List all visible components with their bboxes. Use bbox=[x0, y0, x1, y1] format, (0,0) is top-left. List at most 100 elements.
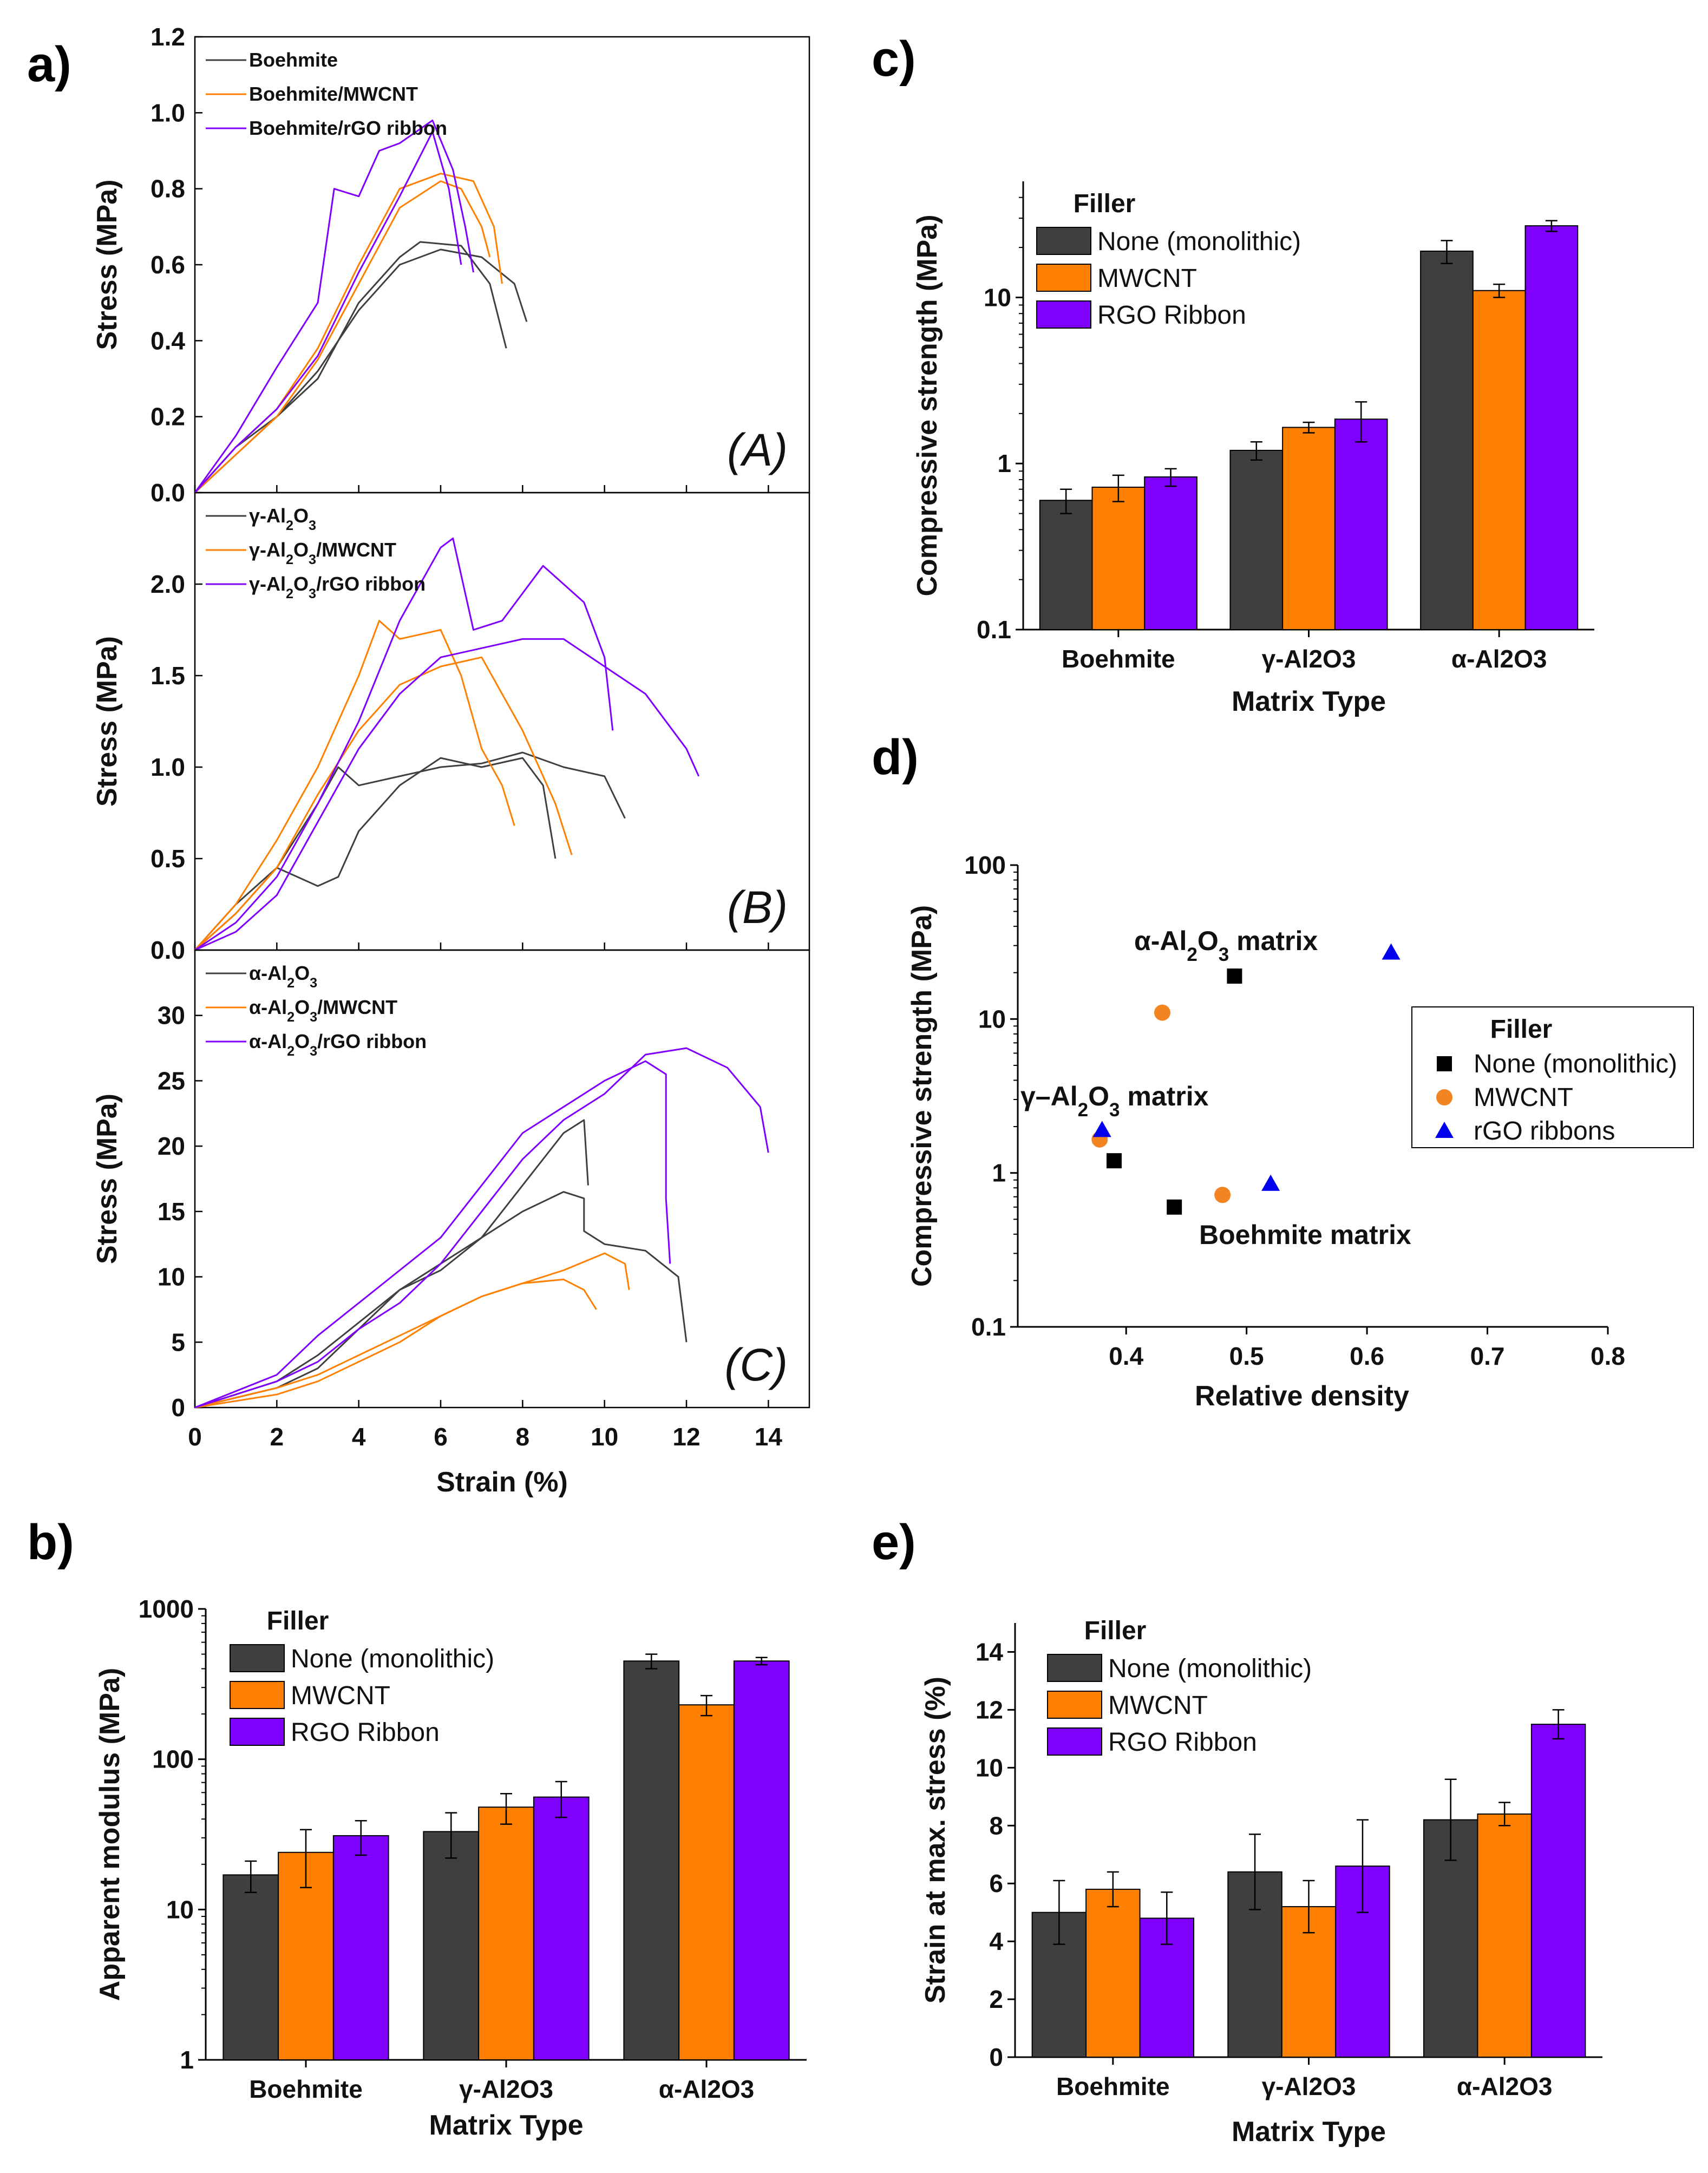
x-tick-label: Boehmite bbox=[1062, 645, 1175, 673]
panel-letter-b: b) bbox=[27, 1515, 74, 1570]
curve-boehmite-2 bbox=[194, 248, 528, 494]
legend-label-al2o3-rgo-ribbon: γ-Al2O3/rGO ribbon bbox=[249, 573, 426, 601]
chart-b-apparent-modulus: 1 10 100 1000 Boehmite γ-Al2O3 α-Al2O3 Apparent… bbox=[94, 1595, 807, 2141]
y-tick-label: 8 bbox=[989, 1811, 1003, 1840]
panel-letter-c: c) bbox=[872, 31, 916, 87]
curve-al2o3-1 bbox=[194, 757, 557, 951]
y-tick-label: 6 bbox=[989, 1869, 1003, 1897]
bar-al2o3-rgo-ribbon bbox=[1334, 418, 1388, 630]
curve-boehmite-mwcnt-2 bbox=[194, 180, 491, 494]
x-axis-title: Strain (%) bbox=[436, 1467, 568, 1498]
legend-label-al2o3: γ-Al2O3 bbox=[249, 505, 316, 533]
curve-al2o3-mwcnt-2 bbox=[194, 656, 573, 951]
legend-marker-rgo-ribbons bbox=[1435, 1122, 1454, 1138]
y-tick-label: 4 bbox=[989, 1927, 1003, 1955]
bar-boehmite-rgo-ribbon bbox=[1144, 476, 1197, 630]
y-tick-label: 1 bbox=[992, 1159, 1006, 1187]
x-tick-label: 0 bbox=[188, 1423, 202, 1451]
x-tick-label: 4 bbox=[352, 1423, 366, 1451]
x-tick-label: α-Al2O3 bbox=[1451, 645, 1547, 673]
bar-al2o3-mwcnt bbox=[1282, 427, 1336, 631]
curve-al2o3-rgo-ribbon-2 bbox=[194, 638, 700, 951]
y-tick-label: 1 bbox=[180, 2046, 194, 2074]
y-tick-label: 15 bbox=[158, 1197, 185, 1226]
curve-al2o3-2 bbox=[194, 751, 626, 951]
bar-boehmite-none-monolithic bbox=[1039, 500, 1093, 630]
y-tick-label: 100 bbox=[964, 851, 1006, 879]
subpanel-2: 0.0 0.5 1.0 1.5 2.0 Stress (MPa) (B) γ-Al2O3 γ-A… bbox=[91, 492, 810, 964]
legend-label-mwcnt: MWCNT bbox=[1474, 1083, 1573, 1112]
annotation-boehmite-matrix: Boehmite matrix bbox=[1199, 1220, 1411, 1250]
legend-label-rgo-ribbon: RGO Ribbon bbox=[291, 1718, 440, 1747]
y-tick-label: 0.1 bbox=[977, 616, 1011, 644]
legend-box bbox=[1411, 1006, 1694, 1148]
x-tick-label: 8 bbox=[516, 1423, 530, 1451]
annotation-alpha-matrix: α-Al2O3 matrix bbox=[1134, 926, 1318, 965]
panel-letter-e: e) bbox=[872, 1515, 916, 1570]
bar-al2o3-none-monolithic bbox=[1229, 449, 1284, 631]
x-tick-label: Boehmite bbox=[249, 2075, 363, 2103]
bar-al2o3-none-monolithic bbox=[1420, 250, 1474, 630]
legend-swatch-none-monolithic bbox=[230, 1644, 285, 1672]
plot-frame bbox=[194, 949, 810, 1409]
y-tick-label: 0.6 bbox=[150, 251, 185, 279]
legend-label-none-monolithic: None (monolithic) bbox=[1097, 227, 1301, 256]
bar-al2o3-mwcnt bbox=[1472, 290, 1526, 630]
x-tick-label: 0.4 bbox=[1109, 1342, 1143, 1370]
legend-label-al2o3-mwcnt: α-Al2O3/MWCNT bbox=[249, 996, 397, 1025]
x-tick-label: γ-Al2O3 bbox=[1262, 645, 1356, 673]
curve-al2o3-1 bbox=[194, 1191, 688, 1409]
curve-al2o3-mwcnt-2 bbox=[194, 1252, 630, 1409]
bar-boehmite-none-monolithic bbox=[223, 1874, 279, 2061]
legend-label-none-monolithic: None (monolithic) bbox=[1108, 1654, 1312, 1683]
y-tick-label: 2 bbox=[989, 1985, 1003, 2013]
x-axis-title: Matrix Type bbox=[429, 2110, 583, 2141]
point-rgo-ribbons bbox=[1092, 1121, 1111, 1137]
x-tick-label: γ-Al2O3 bbox=[1262, 2072, 1356, 2100]
bar-al2o3-rgo-ribbon bbox=[1524, 225, 1579, 630]
y-axis-title: Compressive strength (MPa) bbox=[912, 214, 943, 596]
x-tick-label: 6 bbox=[434, 1423, 448, 1451]
x-axis-title: Relative density bbox=[1195, 1380, 1409, 1412]
subpanel-tag: (B) bbox=[727, 882, 788, 933]
y-tick-label: 25 bbox=[158, 1066, 185, 1095]
x-tick-label: 12 bbox=[672, 1423, 700, 1451]
curve-al2o3-rgo-ribbon-2 bbox=[194, 1047, 769, 1409]
y-tick-label: 20 bbox=[158, 1132, 185, 1160]
legend-swatch-rgo-ribbon bbox=[1036, 300, 1091, 329]
subpanel-tag: (C) bbox=[724, 1339, 788, 1390]
legend-title: Filler bbox=[1084, 1616, 1147, 1645]
y-tick-label: 1.5 bbox=[150, 662, 185, 690]
point-rgo-ribbons bbox=[1382, 943, 1401, 960]
y-tick-label: 0 bbox=[171, 1393, 185, 1422]
x-tick-label: 10 bbox=[591, 1423, 618, 1451]
y-tick-label: 1 bbox=[997, 449, 1011, 477]
y-tick-label: 12 bbox=[976, 1696, 1003, 1724]
legend-title: Filler bbox=[1490, 1015, 1553, 1044]
x-tick-label: 0.6 bbox=[1350, 1342, 1384, 1370]
y-tick-label: 10 bbox=[984, 283, 1011, 311]
annotation-gamma-matrix: γ–Al2O3 matrix bbox=[1020, 1081, 1209, 1121]
legend-swatch-mwcnt bbox=[1036, 264, 1091, 292]
x-axis-title: Matrix Type bbox=[1232, 686, 1386, 717]
bar-al2o3-none-monolithic bbox=[423, 1831, 480, 2061]
bar-al2o3-rgo-ribbon bbox=[533, 1796, 590, 2060]
bar-boehmite-rgo-ribbon bbox=[332, 1835, 389, 2061]
y-axis-title: Stress (MPa) bbox=[91, 1094, 123, 1264]
y-tick-label: 0.4 bbox=[150, 326, 185, 355]
y-tick-label: 0.0 bbox=[150, 479, 185, 507]
curve-al2o3-2 bbox=[194, 1119, 589, 1409]
legend-marker-mwcnt bbox=[1436, 1089, 1452, 1105]
bar-al2o3-mwcnt bbox=[678, 1704, 735, 2060]
y-axis-title: Compressive strength (MPa) bbox=[906, 905, 938, 1287]
bar-boehmite-mwcnt bbox=[1091, 486, 1146, 630]
legend-label-rgo-ribbon: RGO Ribbon bbox=[1097, 301, 1246, 330]
legend-label-al2o3-mwcnt: γ-Al2O3/MWCNT bbox=[249, 539, 396, 567]
y-axis-title: Strain at max. stress (%) bbox=[920, 1677, 951, 2004]
y-tick-label: 0.8 bbox=[150, 175, 185, 203]
plot-frame bbox=[194, 36, 810, 494]
y-axis-title: Stress (MPa) bbox=[91, 180, 123, 350]
chart-e-strain-at-max-stress: 0 2 4 6 8 10 12 14 Boehmite γ-Al2O3 α-Al2O3 Strain … bbox=[920, 1616, 1602, 2148]
y-tick-label: 2.0 bbox=[150, 570, 185, 598]
